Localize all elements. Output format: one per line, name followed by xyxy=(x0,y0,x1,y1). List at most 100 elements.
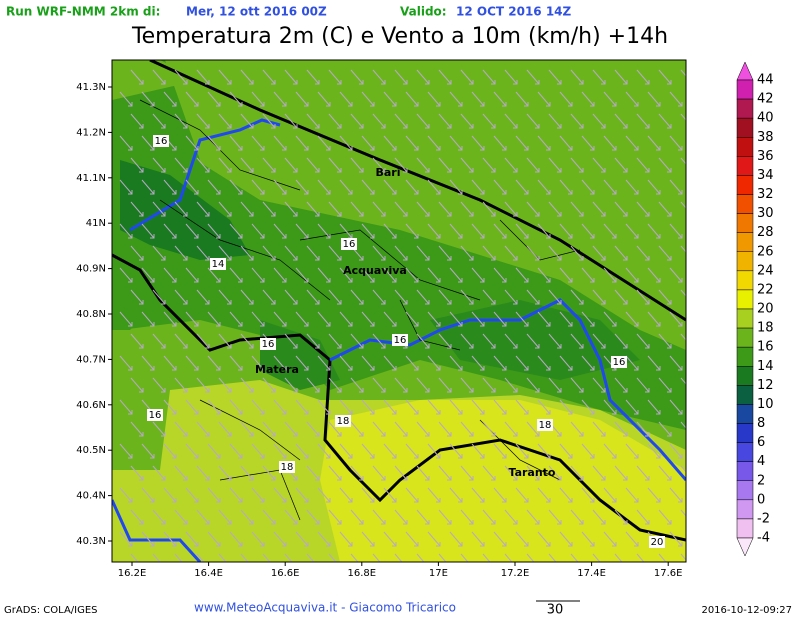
wind-arrow xyxy=(273,399,287,415)
wind-arrow xyxy=(559,135,573,151)
wind-arrow xyxy=(559,355,573,371)
wind-arrow xyxy=(416,201,430,217)
wind-arrow xyxy=(625,399,639,415)
wind-arrow xyxy=(383,355,397,371)
wind-arrow xyxy=(328,465,342,481)
wind-arrow xyxy=(449,135,463,151)
wind-arrow xyxy=(438,333,452,349)
wind-arrow xyxy=(537,311,551,327)
contour-label: 16 xyxy=(343,239,356,250)
wind-arrow xyxy=(240,157,254,173)
wind-arrow xyxy=(174,465,188,481)
wind-arrow xyxy=(581,179,595,195)
wind-arrow xyxy=(570,245,584,261)
wind-arrow xyxy=(295,311,309,327)
wind-arrow xyxy=(372,201,386,217)
wind-arrow xyxy=(152,157,166,173)
lat-label: 41.1N xyxy=(76,173,106,184)
wind-arrow xyxy=(251,223,265,239)
wind-arrow xyxy=(130,465,144,481)
wind-arrow xyxy=(295,487,309,503)
wind-arrow xyxy=(570,421,584,437)
wind-arrow xyxy=(680,113,686,121)
map-frame xyxy=(111,59,687,563)
wind-arrow xyxy=(548,377,562,393)
wind-arrow xyxy=(306,113,320,129)
wind-arrow xyxy=(416,113,430,129)
contour-label-bg xyxy=(153,135,169,147)
wind-arrow xyxy=(471,399,485,415)
wind-arrow xyxy=(603,311,617,327)
wind-arrow xyxy=(537,443,551,459)
wind-arrow xyxy=(207,399,221,415)
lon-label: 16.4E xyxy=(194,568,223,579)
lon-label: 17.4E xyxy=(577,568,606,579)
field-20 xyxy=(320,400,686,562)
wind-arrow xyxy=(614,465,628,481)
wind-arrow xyxy=(262,465,276,481)
contour-label-bg xyxy=(279,461,295,473)
wind-arrow xyxy=(581,223,595,239)
wind-arrow xyxy=(471,311,485,327)
wind-arrow xyxy=(163,531,177,547)
lat-label: 40.8N xyxy=(76,309,106,320)
wind-arrow xyxy=(603,179,617,195)
wind-arrow xyxy=(306,201,320,217)
wind-arrow xyxy=(361,267,375,283)
wind-arrow xyxy=(262,421,276,437)
wind-arrow xyxy=(383,399,397,415)
wind-arrow xyxy=(669,179,683,195)
wind-arrow xyxy=(416,465,430,481)
lat-label: 40.6N xyxy=(76,400,106,411)
wind-arrow xyxy=(350,113,364,129)
wind-arrow xyxy=(174,157,188,173)
wind-arrow xyxy=(537,399,551,415)
wind-arrow xyxy=(185,311,199,327)
wind-arrow xyxy=(240,509,254,525)
wind-arrow xyxy=(482,421,496,437)
wind-arrow xyxy=(328,201,342,217)
wind-arrow xyxy=(152,509,166,525)
wind-arrow xyxy=(581,355,595,371)
wind-arrow xyxy=(559,311,573,327)
wind-arrow xyxy=(526,421,540,437)
wind-arrow xyxy=(471,443,485,459)
wind-arrow xyxy=(515,223,529,239)
wind-arrow xyxy=(548,69,562,85)
wind-arrow xyxy=(537,531,551,547)
wind-arrow xyxy=(350,553,359,562)
wind-arrow xyxy=(185,399,199,415)
wind-arrow xyxy=(515,443,529,459)
wind-arrow xyxy=(581,135,595,151)
wind-arrow xyxy=(504,421,518,437)
wind-arrow xyxy=(680,333,686,341)
wind-arrow xyxy=(262,289,276,305)
wind-arrow xyxy=(251,355,265,371)
wind-arrow xyxy=(218,333,232,349)
colorbar-swatch xyxy=(736,480,754,501)
colorbar-label: 16 xyxy=(757,340,774,355)
city-label: Taranto xyxy=(508,466,555,479)
wind-arrow xyxy=(251,311,265,327)
wind-arrow xyxy=(361,355,375,371)
wind-arrow xyxy=(592,421,606,437)
lat-label: 40.4N xyxy=(76,491,106,502)
colorbar-swatch xyxy=(736,117,754,138)
colorbar-label: 4 xyxy=(757,454,765,469)
lon-label: 17.2E xyxy=(501,568,530,579)
wind-arrow xyxy=(647,267,661,283)
colorbar-label: -2 xyxy=(757,511,770,526)
wind-arrow xyxy=(636,465,650,481)
wind-arrow xyxy=(174,113,188,129)
wind-arrow xyxy=(449,399,463,415)
wind-arrow xyxy=(229,179,243,195)
wind-arrow xyxy=(537,179,551,195)
wind-arrow xyxy=(350,377,364,393)
wind-arrow xyxy=(218,553,227,562)
wind-arrow xyxy=(328,157,342,173)
wind-arrow xyxy=(658,157,672,173)
wind-arrow xyxy=(658,553,667,562)
wind-arrow xyxy=(482,113,496,129)
wind-arrow xyxy=(493,135,507,151)
wind-arrow xyxy=(152,465,166,481)
